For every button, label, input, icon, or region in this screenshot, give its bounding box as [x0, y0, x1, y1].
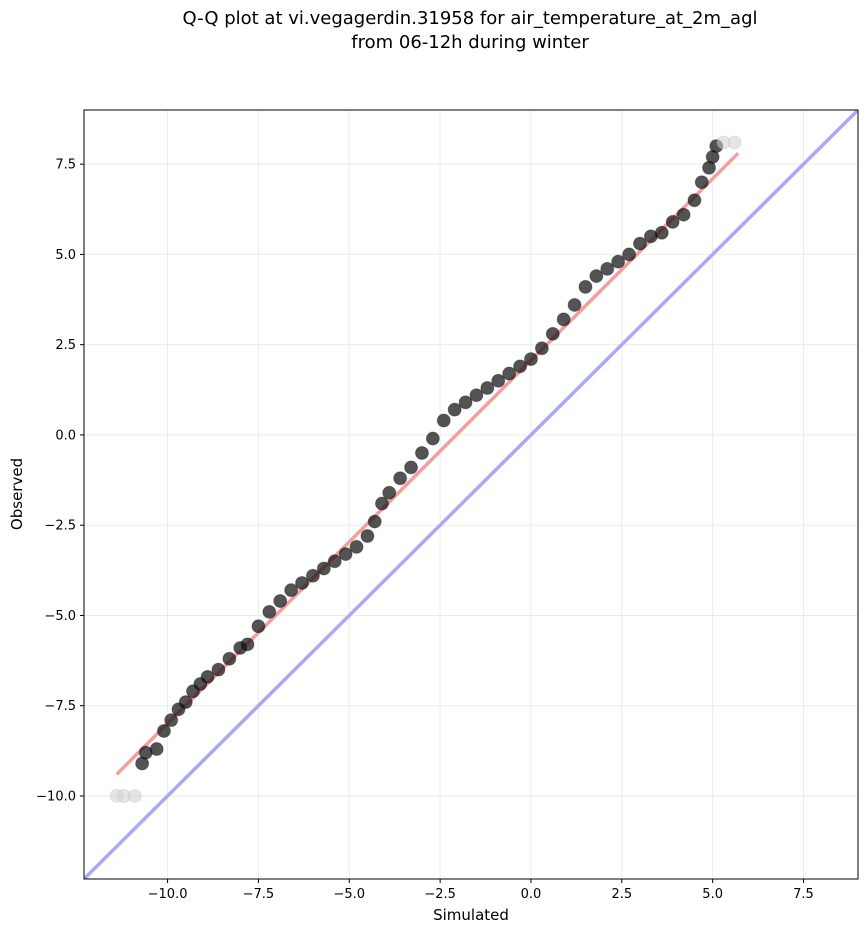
- qq-point: [523, 352, 538, 367]
- qq-point: [436, 413, 451, 428]
- y-tick-label: 7.5: [55, 158, 76, 173]
- y-tick-label: 2.5: [55, 338, 76, 353]
- qq-point: [338, 547, 353, 562]
- qq-point: [632, 236, 647, 251]
- ticks: −10.0 −7.5 −5.0 −2.5 0.0 2.5 5.0 7.5 −10.0 −7.5 −5…: [36, 158, 814, 902]
- qq-point: [178, 695, 193, 710]
- qq-point: [425, 431, 440, 446]
- qq-point: [251, 619, 266, 634]
- qq-point: [127, 788, 142, 803]
- qq-point: [447, 402, 462, 417]
- grid: [84, 110, 858, 879]
- qq-point: [240, 637, 255, 652]
- qq-point: [513, 359, 528, 374]
- qq-point: [262, 604, 277, 619]
- qq-point: [469, 388, 484, 403]
- qq-point: [222, 651, 237, 666]
- chart-subtitle: from 06-12h during winter: [351, 32, 589, 53]
- qq-point: [491, 373, 506, 388]
- y-tick-label: −2.5: [44, 519, 76, 534]
- qq-point: [567, 297, 582, 312]
- x-axis-label: Simulated: [433, 906, 509, 924]
- x-tick-label: −5.0: [333, 887, 365, 902]
- qq-point: [295, 575, 310, 590]
- y-tick-label: −5.0: [44, 609, 76, 624]
- qq-point: [665, 214, 680, 229]
- qq-point: [578, 279, 593, 294]
- qq-point: [284, 583, 299, 598]
- qq-point: [211, 662, 226, 677]
- qq-point: [393, 471, 408, 486]
- qq-point: [273, 594, 288, 609]
- y-tick-label: −10.0: [36, 789, 76, 804]
- qq-point: [502, 366, 517, 381]
- qq-point: [327, 554, 342, 569]
- qq-point: [200, 669, 215, 684]
- qq-point: [534, 341, 549, 356]
- identity-line: [84, 110, 858, 879]
- qq-point: [360, 529, 375, 544]
- qq-point: [676, 207, 691, 222]
- qq-point: [374, 496, 389, 511]
- chart-title: Q-Q plot at vi.vegagerdin.31958 for air_…: [182, 8, 758, 29]
- qq-point: [349, 539, 364, 554]
- x-tick-label: 0.0: [521, 887, 542, 902]
- qq-point: [367, 514, 382, 529]
- qq-point: [156, 723, 171, 738]
- qq-point: [694, 175, 709, 190]
- qq-point: [654, 225, 669, 240]
- qq-point: [149, 742, 164, 757]
- qq-point: [404, 460, 419, 475]
- x-tick-label: −2.5: [424, 887, 456, 902]
- qq-point: [414, 445, 429, 460]
- x-tick-label: 2.5: [611, 887, 632, 902]
- qq-point: [600, 261, 615, 276]
- qq-point: [316, 561, 331, 576]
- qq-point: [611, 254, 626, 269]
- qq-point: [545, 326, 560, 341]
- qq-point: [458, 395, 473, 410]
- qq-point: [305, 568, 320, 583]
- x-tick-label: 5.0: [702, 887, 723, 902]
- x-tick-label: −10.0: [148, 887, 188, 902]
- qq-point: [556, 312, 571, 327]
- y-axis-label: Observed: [8, 458, 26, 530]
- axes-frame: [83, 109, 859, 880]
- qq-point: [589, 269, 604, 284]
- plot-area: [84, 110, 858, 879]
- y-tick-label: −7.5: [44, 699, 76, 714]
- x-tick-label: 7.5: [793, 887, 814, 902]
- qq-point: [382, 485, 397, 500]
- y-tick-label: 0.0: [55, 428, 76, 443]
- y-tick-label: 5.0: [55, 248, 76, 263]
- qq-point: [622, 247, 637, 262]
- qq-point: [687, 193, 702, 208]
- qq-point: [480, 380, 495, 395]
- qq-point: [727, 135, 742, 150]
- qq-point: [164, 713, 179, 728]
- x-tick-label: −7.5: [243, 887, 275, 902]
